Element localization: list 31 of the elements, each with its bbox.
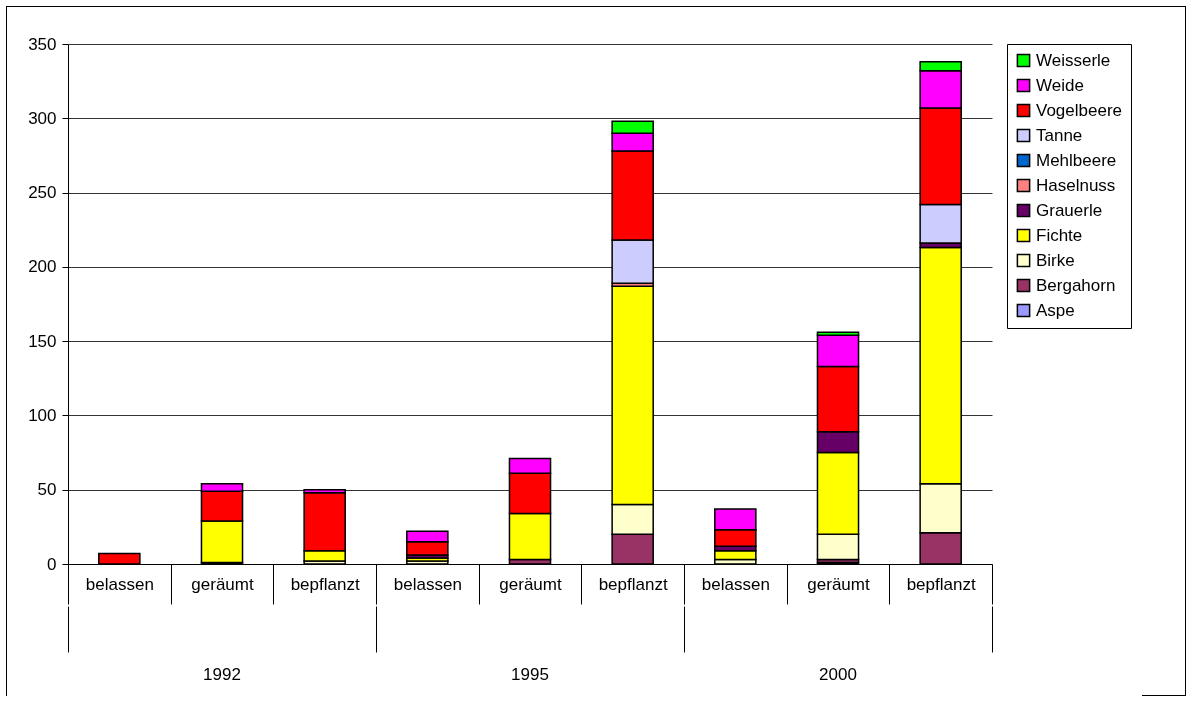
legend-label: Fichte xyxy=(1036,225,1083,245)
y-tick-label: 200 xyxy=(28,257,57,277)
y-tick-label: 150 xyxy=(28,331,57,351)
x-tick-label: belassen xyxy=(393,574,462,594)
y-tick-label: 350 xyxy=(28,34,57,54)
legend-label: Vogelbeere xyxy=(1036,100,1123,120)
y-tick-label: 100 xyxy=(28,405,57,425)
legend-label: Bergahorn xyxy=(1036,275,1116,295)
x-tick-label: geräumt xyxy=(499,574,562,594)
y-tick-label: 250 xyxy=(28,183,57,203)
x-tick-label: belassen xyxy=(85,574,154,594)
x-tick-label: bepflanzt xyxy=(906,574,976,594)
legend-label: Mehlbeere xyxy=(1036,150,1117,170)
text: 1992 xyxy=(203,665,241,684)
text: 2000 xyxy=(819,665,857,684)
x-tick-label: geräumt xyxy=(191,574,254,594)
x-tick-label: geräumt xyxy=(807,574,870,594)
x-tick-label: bepflanzt xyxy=(290,574,360,594)
legend-label: Aspe xyxy=(1036,300,1075,320)
text: 1995 xyxy=(511,665,549,684)
legend-label: Grauerle xyxy=(1036,200,1103,220)
legend-label: Weisserle xyxy=(1036,50,1111,70)
legend-label: Weide xyxy=(1036,75,1084,95)
y-tick-label: 0 xyxy=(47,554,57,574)
x-tick-label: belassen xyxy=(701,574,770,594)
y-tick-label: 50 xyxy=(37,480,57,500)
legend-label: Tanne xyxy=(1036,125,1083,145)
x-tick-label: bepflanzt xyxy=(598,574,668,594)
y-tick-label: 300 xyxy=(28,108,57,128)
legend-label: Haselnuss xyxy=(1036,175,1116,195)
legend-label: Birke xyxy=(1036,250,1075,270)
